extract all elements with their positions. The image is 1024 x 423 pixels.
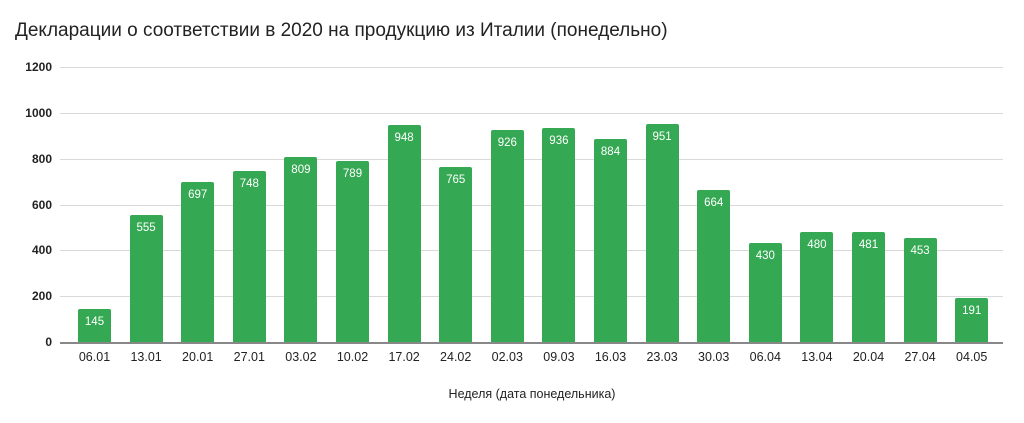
bar: 481 xyxy=(852,231,885,342)
bar-value-label: 884 xyxy=(600,146,621,159)
bar: 697 xyxy=(181,182,215,342)
x-tick-label: 20.01 xyxy=(182,350,214,364)
bar: 936 xyxy=(542,127,576,342)
y-tick-label: 200 xyxy=(31,289,52,304)
bar-value-label: 145 xyxy=(84,315,105,328)
gridline xyxy=(60,205,1003,206)
bar-value-label: 480 xyxy=(807,239,827,251)
bar-value-label: 748 xyxy=(239,177,259,190)
bar-value-label: 453 xyxy=(910,245,930,258)
bar: 145 xyxy=(78,308,111,342)
bar-value-label: 664 xyxy=(704,196,724,209)
x-tick-label: 30.03 xyxy=(698,350,730,364)
bar-value-label: 809 xyxy=(291,163,311,176)
x-tick-label: 09.03 xyxy=(543,350,575,364)
bar-value-label: 789 xyxy=(342,168,363,181)
y-tick-label: 800 xyxy=(31,151,52,166)
bar: 789 xyxy=(336,161,369,342)
bar: 809 xyxy=(284,156,318,342)
x-tick-label: 13.01 xyxy=(130,350,162,364)
bar-value-label: 555 xyxy=(136,221,156,234)
chart-title: Декларации о соответствии в 2020 на прод… xyxy=(15,20,668,41)
y-tick-label: 0 xyxy=(45,335,52,349)
bar-value-label: 926 xyxy=(497,136,517,149)
x-tick-label: 02.03 xyxy=(491,350,523,364)
bar-value-label: 697 xyxy=(188,189,208,202)
x-tick-label: 23.03 xyxy=(646,350,678,364)
bar-value-label: 948 xyxy=(394,131,414,144)
x-tick-label: 24.02 xyxy=(440,350,472,364)
bar: 453 xyxy=(903,238,937,342)
y-tick-label: 1200 xyxy=(25,60,52,74)
bar: 430 xyxy=(748,243,782,342)
x-tick-label: 27.01 xyxy=(233,350,265,364)
bar-value-label: 765 xyxy=(446,173,466,186)
bar: 748 xyxy=(232,170,266,342)
gridline xyxy=(60,67,1003,68)
x-tick-label: 04.05 xyxy=(956,350,988,364)
gridline xyxy=(60,159,1003,160)
bar: 191 xyxy=(955,298,989,342)
x-tick-label: 06.04 xyxy=(749,350,781,364)
x-axis-line xyxy=(60,342,1003,344)
gridline xyxy=(60,250,1003,251)
bar: 664 xyxy=(697,189,731,342)
bar-value-label: 936 xyxy=(549,134,569,147)
gridline xyxy=(60,113,1003,114)
y-tick-label: 600 xyxy=(31,197,52,212)
x-tick-label: 16.03 xyxy=(594,350,627,364)
bar: 926 xyxy=(490,129,524,342)
bar-value-label: 481 xyxy=(858,238,879,251)
x-axis-title: Неделя (дата понедельника) xyxy=(448,387,616,401)
bar-value-label: 191 xyxy=(962,305,982,318)
x-tick-label: 10.02 xyxy=(336,350,369,364)
y-tick-label: 1000 xyxy=(25,105,52,120)
x-tick-label: 03.02 xyxy=(285,350,317,364)
bar-value-label: 430 xyxy=(755,250,775,263)
gridline xyxy=(60,296,1003,297)
bar-value-label: 951 xyxy=(652,131,672,144)
bar: 480 xyxy=(800,232,834,342)
bar: 765 xyxy=(439,166,473,342)
x-tick-label: 13.04 xyxy=(801,350,833,364)
y-tick-label: 400 xyxy=(31,243,52,258)
bar: 884 xyxy=(594,139,627,342)
bar: 951 xyxy=(645,124,679,342)
x-tick-label: 06.01 xyxy=(78,350,111,364)
x-tick-label: 20.04 xyxy=(852,350,885,364)
x-tick-label: 17.02 xyxy=(388,350,420,364)
bar: 948 xyxy=(387,124,421,342)
bar: 555 xyxy=(129,214,163,342)
x-tick-label: 27.04 xyxy=(904,350,936,364)
